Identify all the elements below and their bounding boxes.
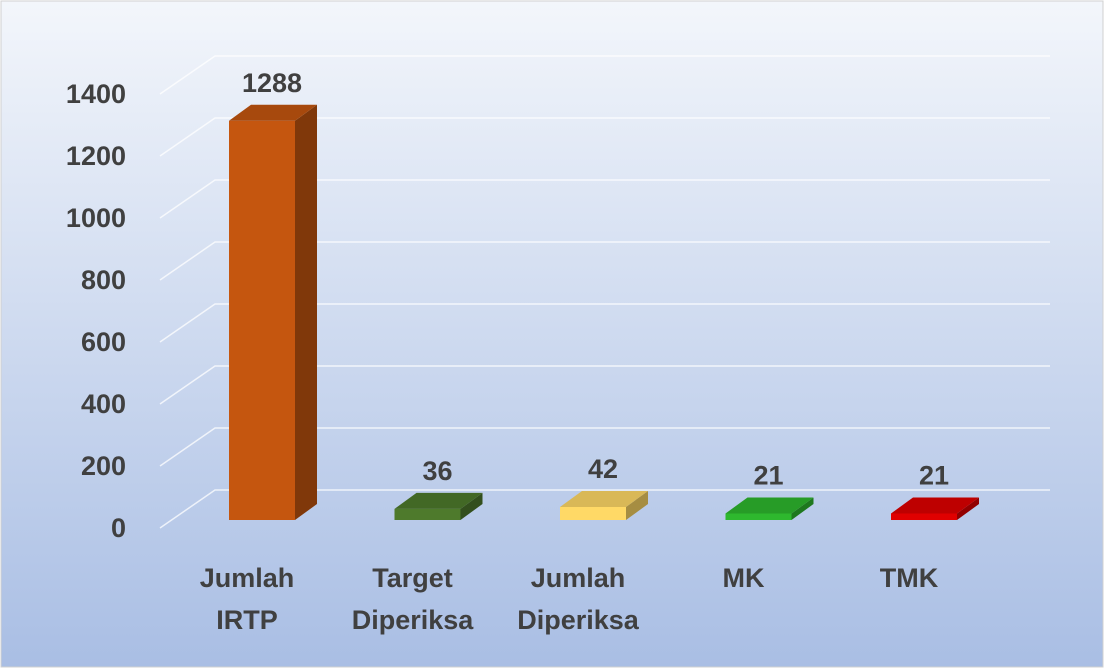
bar [394,492,483,520]
y-tick-label: 1000 [66,203,126,233]
grid-line [159,55,1050,95]
data-label: 21 [753,461,783,491]
x-tick-label: MK [723,563,765,593]
bar-front [891,513,957,520]
y-tick-label: 200 [81,451,126,481]
bar-front [560,506,626,520]
bar [229,104,317,520]
bar-side [791,497,814,520]
bar-side [626,490,648,520]
data-label: 21 [919,461,949,491]
grid-line [159,427,1050,467]
bar [725,497,814,520]
data-label: 1288 [242,68,302,98]
bar [891,497,979,520]
x-tick-label: Jumlah Diperiksa [517,563,640,635]
bar-top [229,104,317,121]
bar-side [295,104,317,520]
grid-line [159,117,1050,157]
bar [560,490,648,520]
x-tick-label: Target Diperiksa [352,563,475,635]
y-tick-label: 0 [111,513,126,543]
bar-top [394,492,483,509]
bar-front [229,120,295,520]
bar-side [460,492,483,520]
grid-line [159,179,1050,219]
y-tick-label: 1400 [66,79,126,109]
y-tick-label: 800 [81,265,126,295]
y-tick-label: 600 [81,327,126,357]
bar-top [725,497,814,514]
data-label: 42 [588,454,618,484]
bar-top [891,497,979,514]
y-tick-label: 400 [81,389,126,419]
y-tick-label: 1200 [66,141,126,171]
data-label: 36 [422,456,452,486]
bar-front [394,508,461,520]
bar-top [560,490,648,507]
x-tick-label: Jumlah IRTP [200,563,295,635]
bar-side [957,497,979,520]
grid-line [159,303,1050,343]
grid-line [159,365,1050,405]
grid-line [159,241,1050,281]
x-tick-label: TMK [880,563,939,593]
bar-front [725,513,792,520]
grid-line [159,489,1050,529]
